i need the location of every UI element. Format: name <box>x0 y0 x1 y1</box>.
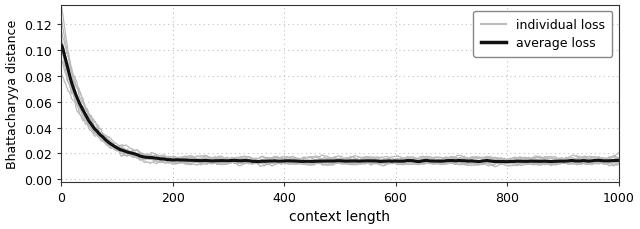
individual loss <box>440 161 448 164</box>
individual loss <box>614 160 622 163</box>
individual loss <box>303 162 311 165</box>
average loss <box>614 159 622 162</box>
average loss <box>440 160 448 163</box>
individual loss <box>58 7 65 9</box>
individual loss <box>474 164 482 167</box>
average loss <box>502 161 510 163</box>
average loss <box>502 161 509 163</box>
individual loss <box>502 162 510 164</box>
Line: average loss: average loss <box>61 46 618 162</box>
individual loss <box>115 146 122 149</box>
Line: individual loss: individual loss <box>61 8 618 165</box>
average loss <box>115 148 122 150</box>
individual loss <box>493 161 500 164</box>
X-axis label: context length: context length <box>289 210 390 224</box>
average loss <box>303 160 311 163</box>
average loss <box>58 45 65 48</box>
average loss <box>283 160 291 162</box>
Y-axis label: Bhattacharyya distance: Bhattacharyya distance <box>6 19 19 168</box>
average loss <box>492 161 500 163</box>
individual loss <box>283 161 291 164</box>
Legend: individual loss, average loss: individual loss, average loss <box>473 12 612 57</box>
